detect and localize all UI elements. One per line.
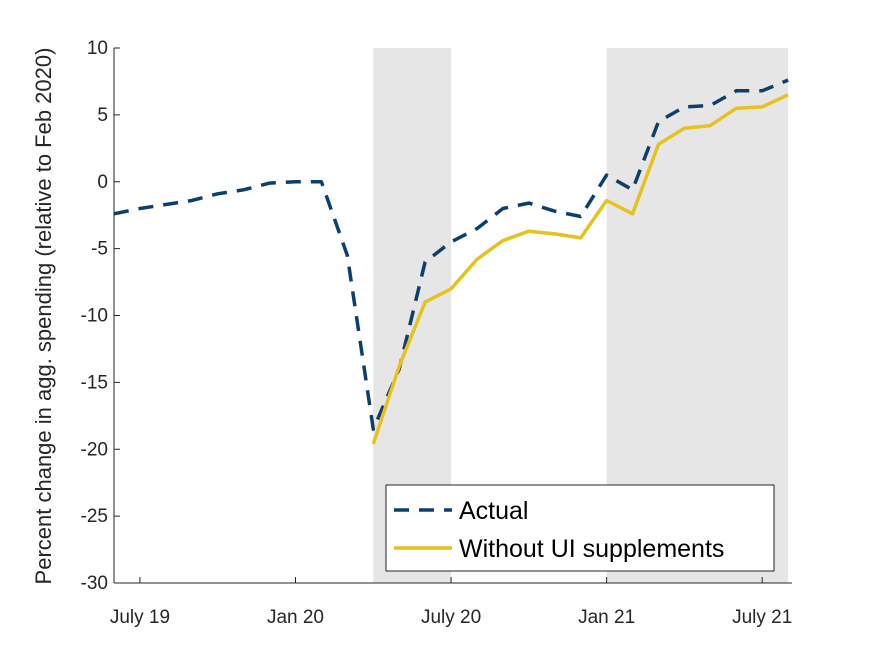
y-tick-label: -25 <box>81 506 108 527</box>
y-tick-label: -20 <box>81 439 108 460</box>
x-tick-label: July 19 <box>110 607 170 628</box>
y-tick-label: -15 <box>81 372 108 393</box>
x-tick-label: Jan 20 <box>267 607 324 628</box>
series-lines <box>113 78 789 445</box>
y-tick-label: 0 <box>97 172 108 193</box>
x-tick-label: July 20 <box>421 607 481 628</box>
legend-label: Actual <box>459 497 528 525</box>
x-tick-label: July 21 <box>732 607 792 628</box>
series-line-0 <box>113 78 789 431</box>
legend: Actual Without UI supplements <box>385 484 775 572</box>
series-line-1 <box>371 93 789 445</box>
y-tick-label: -5 <box>91 239 108 260</box>
y-tick-label: 5 <box>97 105 108 126</box>
axes <box>113 48 792 584</box>
y-tick-label: -30 <box>81 573 108 594</box>
y-tick-label: -10 <box>81 306 108 327</box>
y-axis-title: Percent change in agg. spending (relativ… <box>31 48 56 585</box>
legend-box <box>385 484 775 572</box>
x-tick-label: Jan 21 <box>578 607 635 628</box>
legend-label: Without UI supplements <box>459 535 724 563</box>
y-tick-label: 10 <box>87 38 108 59</box>
y-axis-title-group: Percent change in agg. spending (relativ… <box>31 48 56 585</box>
